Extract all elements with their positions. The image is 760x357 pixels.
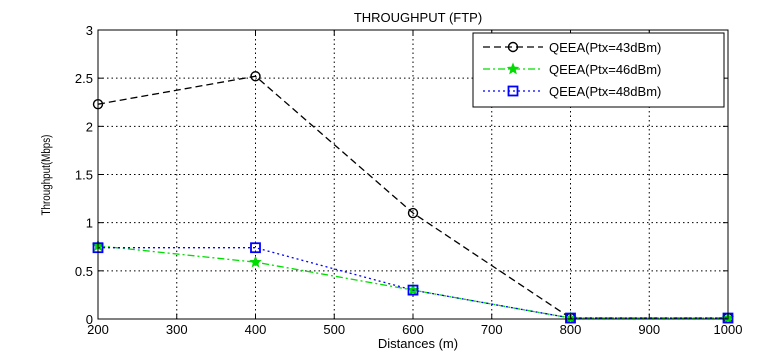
data-point — [407, 207, 419, 219]
y-tick-label: 2.5 — [75, 71, 93, 86]
data-point — [565, 312, 576, 324]
y-tick-label: 1 — [86, 216, 93, 231]
y-tick-label: 1.5 — [75, 168, 93, 183]
y-tick-label: 2 — [86, 119, 93, 134]
y-axis-label: Throughput(Mbps) — [40, 135, 53, 216]
series-line — [98, 247, 728, 319]
y-tick-label: 0 — [86, 312, 93, 327]
legend-swatch-marker — [507, 85, 519, 97]
tick-layer: 200 300 400 500 600 700 800 900 1000 0 0.5 1 1.5 2 2.5… — [75, 23, 743, 337]
chart-title: THROUGHPUT (FTP) — [354, 10, 482, 25]
legend-entry-label: QEEA(Ptx=48dBm) — [549, 84, 661, 99]
x-tick-label: 500 — [323, 322, 345, 337]
y-tick-label: 3 — [86, 23, 93, 38]
data-point — [250, 71, 261, 82]
legend-entry-label: QEEA(Ptx=46dBm) — [549, 62, 661, 77]
x-tick-label: 1000 — [714, 322, 743, 337]
x-tick-label: 400 — [245, 322, 267, 337]
x-tick-label: 900 — [638, 322, 660, 337]
x-tick-label: 200 — [87, 322, 109, 337]
series-layer — [91, 71, 735, 324]
data-point — [407, 284, 419, 296]
data-point — [249, 255, 262, 268]
x-tick-label: 800 — [560, 322, 582, 337]
x-tick-label: 300 — [166, 322, 188, 337]
x-axis-label: Distances (m) — [378, 336, 458, 351]
legend-entry-label: QEEA(Ptx=43dBm) — [549, 40, 661, 55]
data-point — [250, 242, 261, 254]
grid-lines — [98, 30, 728, 319]
legend-swatch-marker — [507, 41, 519, 53]
legend-swatch-marker — [506, 62, 520, 75]
y-tick-label: 0.5 — [75, 264, 93, 279]
x-tick-label: 700 — [481, 322, 503, 337]
x-tick-label: 600 — [402, 322, 424, 337]
legend: QEEA(Ptx=43dBm) QEEA(Ptx=46dBm) QEEA(Ptx=4… — [472, 32, 725, 108]
